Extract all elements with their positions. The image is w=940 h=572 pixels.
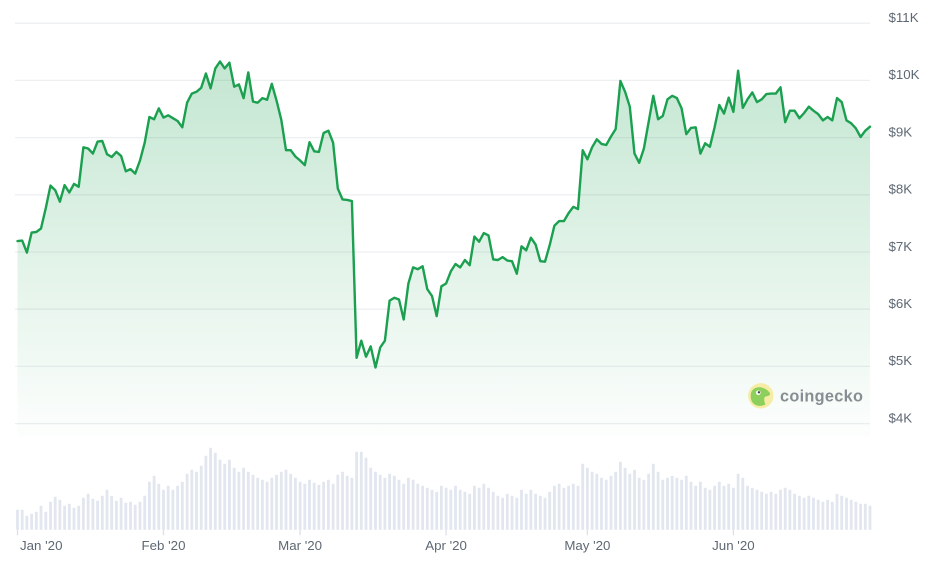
- svg-text:Jan '20: Jan '20: [20, 538, 62, 553]
- svg-text:Apr '20: Apr '20: [425, 538, 467, 553]
- svg-text:$7K: $7K: [889, 239, 913, 254]
- svg-text:coingecko: coingecko: [780, 388, 863, 406]
- svg-text:$4K: $4K: [889, 410, 913, 425]
- svg-text:Mar '20: Mar '20: [278, 538, 322, 553]
- svg-text:$10K: $10K: [889, 67, 920, 82]
- svg-text:Feb '20: Feb '20: [142, 538, 186, 553]
- svg-text:$6K: $6K: [889, 296, 913, 311]
- svg-text:$8K: $8K: [889, 182, 913, 197]
- svg-text:$9K: $9K: [889, 124, 913, 139]
- svg-text:Jun '20: Jun '20: [712, 538, 754, 553]
- svg-text:$5K: $5K: [889, 353, 913, 368]
- svg-text:May '20: May '20: [564, 538, 610, 553]
- svg-text:$11K: $11K: [889, 10, 919, 25]
